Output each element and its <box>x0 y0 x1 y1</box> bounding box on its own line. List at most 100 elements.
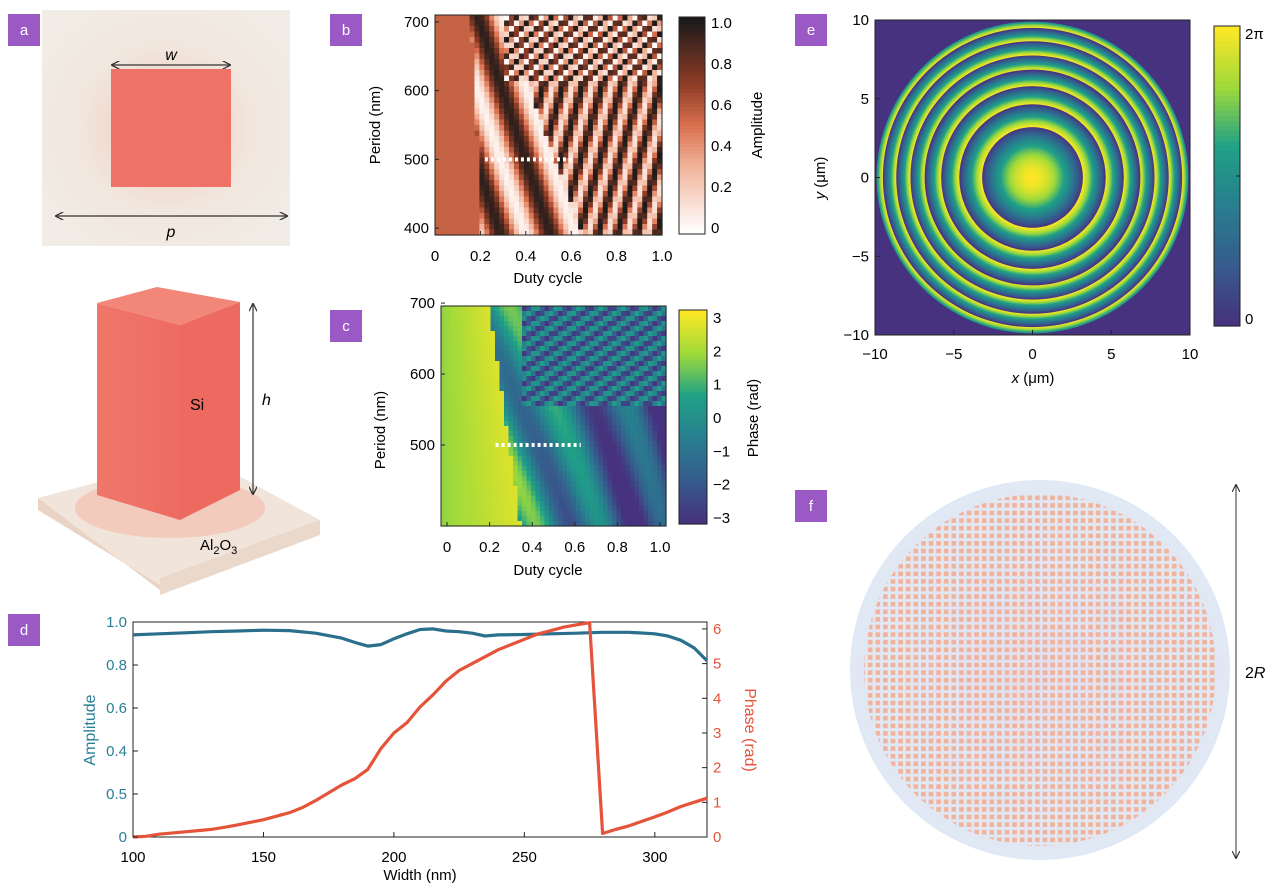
heatmap-cell <box>484 130 490 137</box>
heatmap-cell <box>490 436 496 442</box>
heatmap-cell <box>621 341 627 347</box>
heatmap-cell <box>508 501 514 507</box>
heatmap-cell <box>449 141 456 148</box>
heatmap-cell <box>630 336 636 342</box>
heatmap-cell <box>441 381 447 387</box>
heatmap-cell <box>499 521 505 527</box>
heatmap-cell <box>558 103 564 110</box>
colorbar-segment <box>679 78 705 83</box>
heatmap-cell <box>490 411 496 417</box>
heatmap-cell <box>597 48 604 55</box>
heatmap-cell <box>589 516 595 522</box>
heatmap-cell <box>592 42 599 49</box>
heatmap-cell <box>568 86 574 93</box>
colorbar-segment <box>1214 321 1240 327</box>
heatmap-cell <box>567 326 573 332</box>
substrate-side-left <box>38 498 160 590</box>
heatmap-cell <box>459 346 465 352</box>
heatmap-cell <box>495 356 501 362</box>
heatmap-cell <box>558 331 564 337</box>
heatmap-cell <box>617 163 624 170</box>
heatmap-cell <box>544 321 550 327</box>
heatmap-cell <box>616 511 622 517</box>
heatmap-cell <box>474 75 481 82</box>
heatmap-cell <box>621 511 627 517</box>
heatmap-cell <box>479 158 485 165</box>
heatmap-cell <box>450 496 456 502</box>
heatmap-cell <box>484 152 490 159</box>
heatmap-cell <box>661 496 667 502</box>
heatmap-cell <box>454 114 461 121</box>
colorbar-segment <box>1214 181 1240 187</box>
heatmap-cell <box>543 59 550 66</box>
heatmap-cell <box>621 441 627 447</box>
heatmap-cell <box>499 326 505 332</box>
heatmap-cell <box>469 42 476 49</box>
heatmap-cell <box>477 386 483 392</box>
heatmap-cell <box>587 59 594 66</box>
heatmap-cell <box>481 331 487 337</box>
heatmap-cell <box>459 481 465 487</box>
heatmap-cell <box>538 119 545 126</box>
heatmap-cell <box>522 361 528 367</box>
heatmap-cell <box>472 416 478 422</box>
heatmap-cell <box>444 130 451 137</box>
heatmap-cell <box>445 521 451 527</box>
heatmap-cell <box>643 331 649 337</box>
heatmap-cell <box>616 386 622 392</box>
heatmap-cell <box>484 103 490 110</box>
heatmap-cell <box>486 411 492 417</box>
heatmap-cell <box>439 141 446 148</box>
heatmap-cell <box>568 53 574 60</box>
panel-label-b: b <box>330 14 362 46</box>
heatmap-cell <box>612 511 618 517</box>
heatmap-cell <box>580 346 586 352</box>
heatmap-cell <box>544 396 550 402</box>
heatmap-cell <box>504 421 510 427</box>
heatmap-cell <box>598 331 604 337</box>
heatmap-cell <box>583 92 589 99</box>
heatmap-cell <box>513 213 520 220</box>
heatmap-cell <box>643 366 649 372</box>
heatmap-cell <box>535 336 541 342</box>
heatmap-cell <box>553 396 559 402</box>
heatmap-cell <box>522 321 528 327</box>
colorbar-segment <box>679 205 705 210</box>
heatmap-cell <box>459 466 465 472</box>
heatmap-cell <box>634 446 640 452</box>
heatmap-cell <box>549 356 555 362</box>
heatmap-cell <box>571 426 577 432</box>
heatmap-cell <box>499 169 505 176</box>
heatmap-cell <box>568 108 574 115</box>
heatmap-cell <box>490 476 496 482</box>
heatmap-cell <box>652 506 658 512</box>
heatmap-cell <box>634 406 640 412</box>
heatmap-cell <box>648 356 654 362</box>
heatmap-cell <box>648 336 654 342</box>
heatmap-cell <box>563 213 569 220</box>
tick-label: 2 <box>713 760 721 777</box>
heatmap-cell <box>627 152 633 159</box>
heatmap-cell <box>562 421 568 427</box>
heatmap-cell <box>459 316 465 322</box>
heatmap-cell <box>522 431 528 437</box>
heatmap-cell <box>533 53 540 60</box>
heatmap-cell <box>477 331 483 337</box>
heatmap-cell <box>464 163 471 170</box>
heatmap-cell <box>627 147 633 154</box>
heatmap-cell <box>531 306 537 312</box>
heatmap-cell <box>463 306 469 312</box>
heatmap-cell <box>621 436 627 442</box>
heatmap-cell <box>562 461 568 467</box>
heatmap-cell <box>450 501 456 507</box>
heatmap-cell <box>463 421 469 427</box>
heatmap-cell <box>472 391 478 397</box>
heatmap-cell <box>661 396 667 402</box>
heatmap-cell <box>435 20 441 27</box>
heatmap-cell <box>504 381 510 387</box>
heatmap-cell <box>486 371 492 377</box>
heatmap-cell <box>597 196 604 203</box>
heatmap-cell <box>598 341 604 347</box>
heatmap-cell <box>435 136 441 143</box>
